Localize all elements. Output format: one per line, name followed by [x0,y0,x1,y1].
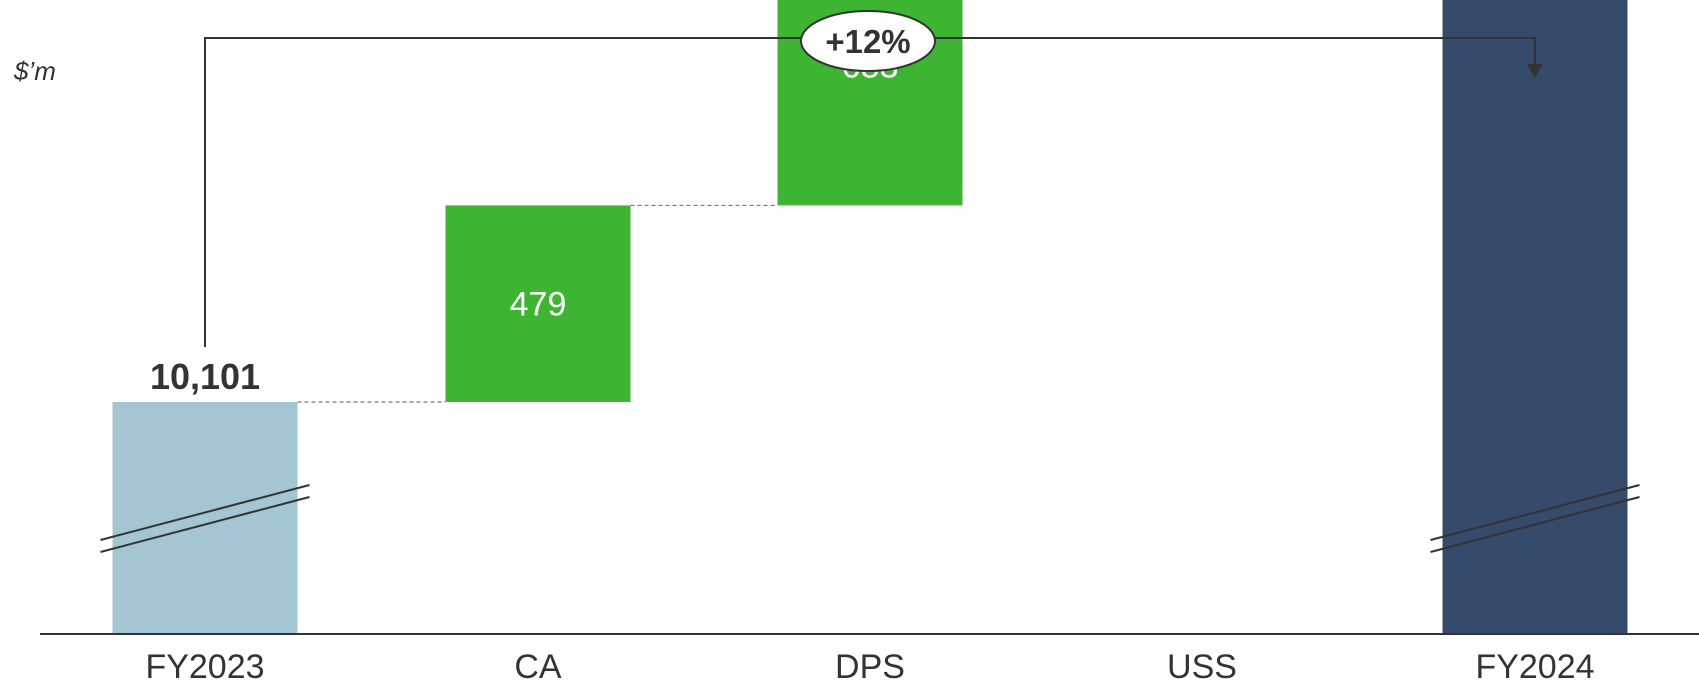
growth-bracket: +12% [204,10,1543,347]
category-label-fy2024: FY2024 [1475,648,1594,686]
category-label-fy2023: FY2023 [145,648,264,686]
bars [112,0,1628,634]
axis-break-marks [100,484,1640,553]
break-line [100,496,310,553]
bar-fy2024 [1442,0,1628,634]
category-labels: FY2023 CA DPS USS FY2024 [145,648,1594,686]
category-label-dps: DPS [835,648,905,686]
bar-fy2023 [112,402,298,634]
growth-arrowhead [1527,64,1543,78]
category-label-ca: CA [514,648,562,686]
growth-label: +12% [825,23,910,60]
connector-lines [297,204,778,403]
break-line [1430,496,1640,553]
bar-ca [445,205,631,402]
unit-label: $’m [13,56,56,86]
growth-ellipse [800,10,936,72]
category-label-uss: USS [1167,648,1237,686]
value-label-ca: 479 [510,286,567,324]
break-line [100,484,310,541]
break-line [1430,484,1640,541]
value-label-fy2023: 10,101 [150,356,260,397]
